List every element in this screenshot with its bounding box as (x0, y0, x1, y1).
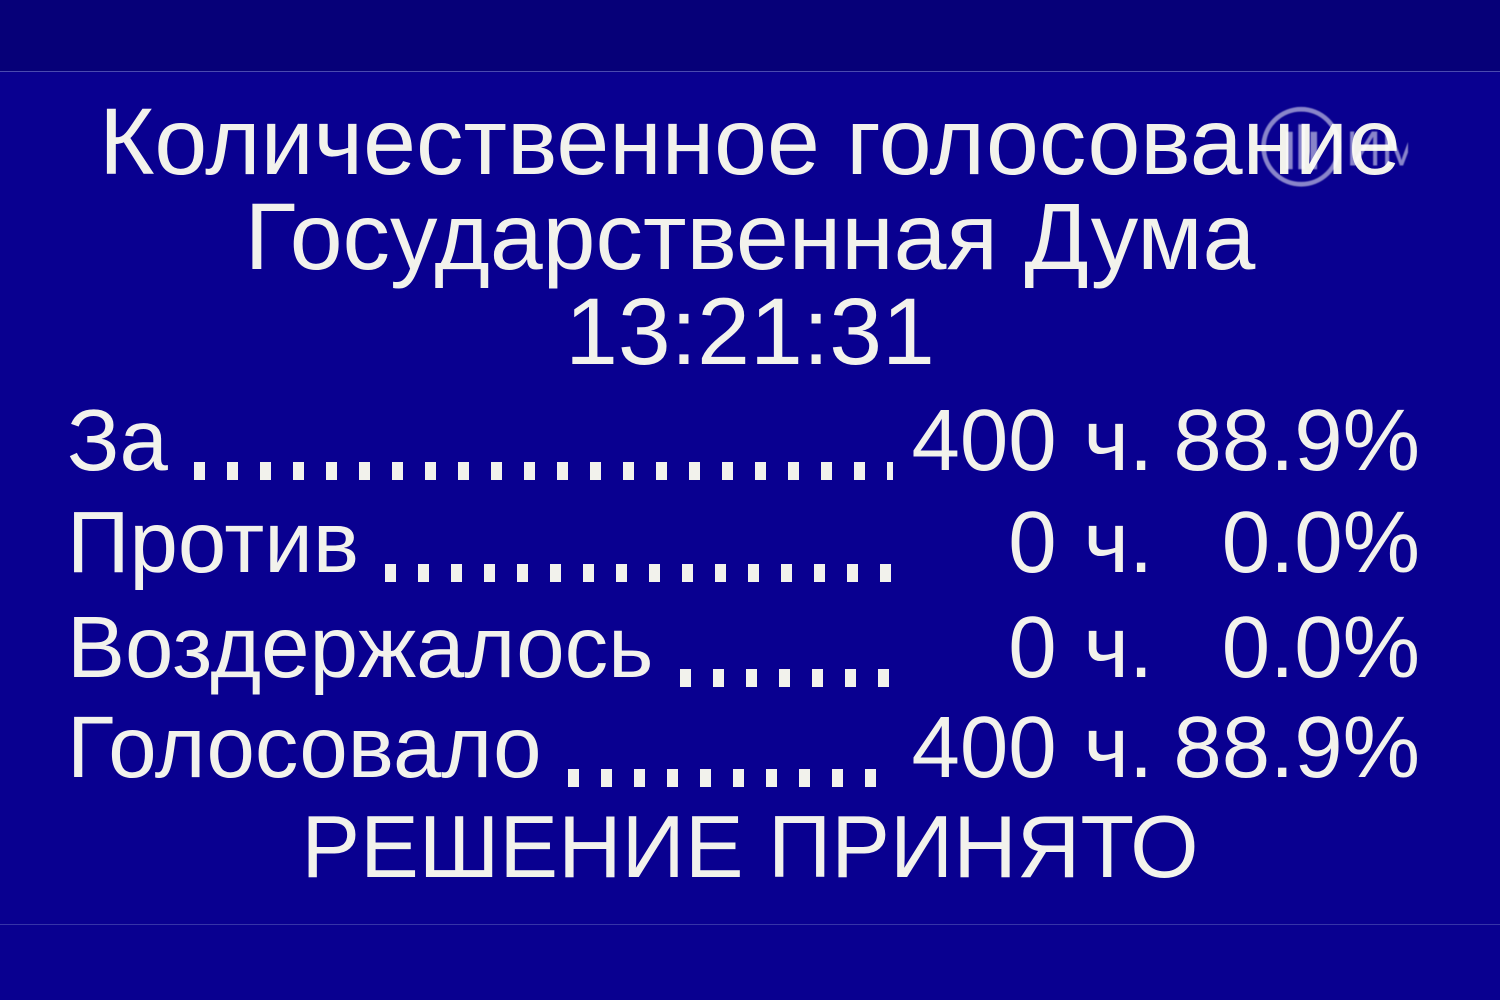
svg-text:ИМ: ИМ (1346, 123, 1408, 177)
